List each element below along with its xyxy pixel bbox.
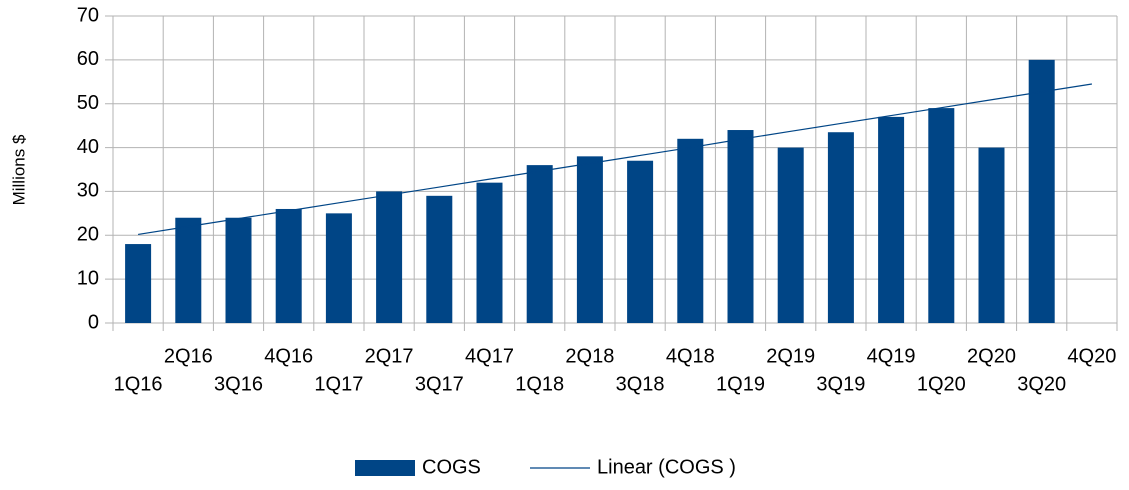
legend-swatch [355, 460, 415, 476]
bar [526, 165, 553, 323]
x-tick-label: 2Q20 [967, 345, 1016, 367]
legend-label: COGS [422, 456, 481, 478]
bar [827, 132, 854, 323]
y-tick-label: 60 [77, 48, 99, 70]
x-tick-label: 1Q20 [917, 373, 966, 395]
x-tick-label: 1Q18 [515, 373, 564, 395]
y-tick-label: 50 [77, 92, 99, 114]
x-tick-label: 4Q20 [1067, 345, 1116, 367]
y-axis-label: Millions $ [9, 134, 28, 205]
bar [928, 108, 955, 323]
bar [476, 182, 503, 323]
x-tick-label: 1Q17 [314, 373, 363, 395]
x-tick-label: 1Q16 [114, 373, 163, 395]
x-tick-label: 2Q17 [365, 345, 414, 367]
x-tick-label: 4Q16 [264, 345, 313, 367]
bar [1028, 59, 1055, 323]
y-tick-label: 40 [77, 136, 99, 158]
bar [325, 213, 352, 323]
bar [125, 244, 152, 323]
trend-line [138, 83, 1092, 236]
bar [978, 147, 1005, 323]
x-tick-label: 2Q19 [766, 345, 815, 367]
bar [175, 217, 202, 323]
x-tick-label: 1Q19 [716, 373, 765, 395]
bar [275, 208, 302, 323]
x-tick-label: 3Q16 [214, 373, 263, 395]
bar [777, 147, 804, 323]
bar [376, 191, 403, 323]
bar [426, 195, 453, 323]
x-tick-label: 3Q18 [616, 373, 665, 395]
x-tick-label: 4Q18 [666, 345, 715, 367]
x-tick-label: 3Q20 [1017, 373, 1066, 395]
legend-label: Linear (COGS ) [597, 456, 736, 478]
bar [627, 160, 654, 323]
bar [878, 116, 905, 323]
x-tick-label: 2Q16 [164, 345, 213, 367]
y-tick-label: 20 [77, 224, 99, 246]
bar [677, 138, 704, 323]
bar [225, 217, 252, 323]
y-tick-label: 70 [77, 4, 99, 26]
x-tick-label: 3Q19 [816, 373, 865, 395]
x-tick-label: 4Q19 [867, 345, 916, 367]
y-tick-label: 0 [88, 311, 99, 333]
bar [576, 156, 603, 323]
x-tick-label: 3Q17 [415, 373, 464, 395]
x-tick-label: 2Q18 [565, 345, 614, 367]
x-tick-label: 4Q17 [465, 345, 514, 367]
y-tick-label: 10 [77, 267, 99, 289]
y-tick-label: 30 [77, 180, 99, 202]
bar [727, 130, 754, 323]
